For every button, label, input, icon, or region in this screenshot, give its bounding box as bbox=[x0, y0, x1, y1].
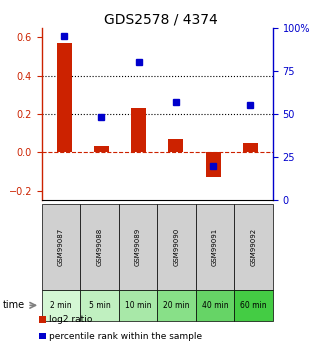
Text: GDS2578 / 4374: GDS2578 / 4374 bbox=[104, 12, 217, 26]
Text: GSM99091: GSM99091 bbox=[212, 228, 218, 266]
Text: 10 min: 10 min bbox=[125, 301, 151, 310]
Bar bbox=[131, 108, 146, 152]
Bar bbox=[94, 146, 109, 152]
Text: GSM99088: GSM99088 bbox=[97, 228, 102, 266]
Text: 5 min: 5 min bbox=[89, 301, 110, 310]
Bar bbox=[56, 43, 72, 152]
Text: 20 min: 20 min bbox=[163, 301, 190, 310]
Text: GSM99092: GSM99092 bbox=[251, 228, 256, 266]
Bar bbox=[169, 139, 183, 152]
Bar bbox=[206, 152, 221, 177]
Text: time: time bbox=[3, 300, 25, 310]
Text: 40 min: 40 min bbox=[202, 301, 228, 310]
Text: 2 min: 2 min bbox=[50, 301, 72, 310]
Text: GSM99087: GSM99087 bbox=[58, 228, 64, 266]
Text: 60 min: 60 min bbox=[240, 301, 267, 310]
Text: GSM99089: GSM99089 bbox=[135, 228, 141, 266]
Text: percentile rank within the sample: percentile rank within the sample bbox=[49, 332, 203, 341]
Text: GSM99090: GSM99090 bbox=[174, 228, 179, 266]
Text: log2 ratio: log2 ratio bbox=[49, 315, 93, 324]
Bar bbox=[243, 142, 258, 152]
